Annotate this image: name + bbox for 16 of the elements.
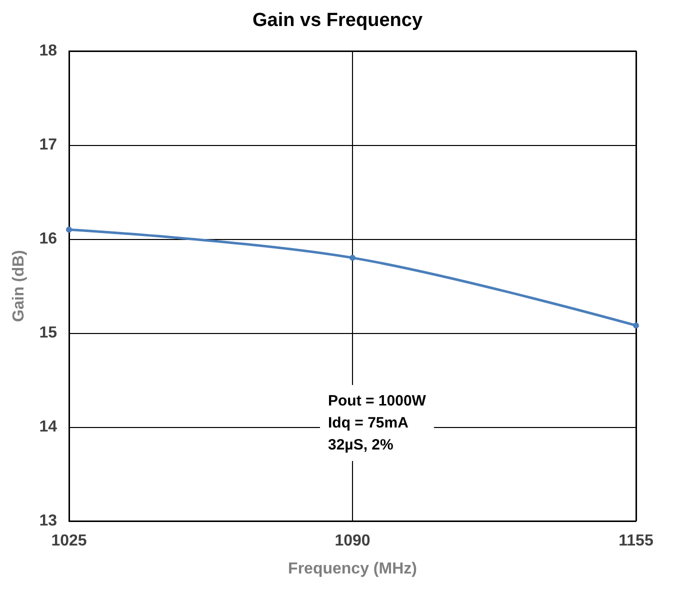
y-axis-title: Gain (dB) [10, 250, 28, 322]
y-tick-label: 15 [39, 324, 58, 342]
y-tick-label: 18 [39, 42, 58, 60]
x-axis-title: Frequency (MHz) [288, 560, 417, 578]
y-tick-label: 16 [39, 230, 58, 248]
annotation: Pout = 1000W Idq = 75mA 32µS, 2% [328, 392, 427, 454]
y-tick-label: 13 [39, 512, 58, 530]
point [350, 254, 356, 261]
y-tick-label: 14 [39, 418, 58, 436]
point [66, 226, 72, 233]
x-tick-label: 1090 [334, 532, 370, 550]
point [633, 322, 639, 328]
chart-title: Gain vs Frequency [252, 10, 423, 31]
x-tick-label: 1155 [618, 532, 654, 550]
y-tick-label: 17 [39, 136, 58, 154]
x-tick-label: 1025 [51, 532, 87, 550]
